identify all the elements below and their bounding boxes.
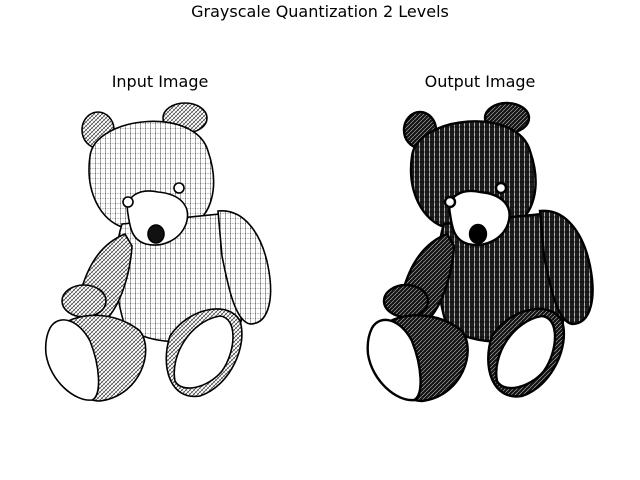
figure-title: Grayscale Quantization 2 Levels [191, 2, 449, 21]
input-image-title: Input Image [111, 72, 209, 91]
teddy-bear-drawing [44, 102, 272, 402]
input-image [44, 102, 272, 402]
teddy-bear-drawing-quantized [366, 101, 594, 403]
output-image [366, 101, 594, 403]
output-image-title: Output Image [424, 72, 536, 91]
